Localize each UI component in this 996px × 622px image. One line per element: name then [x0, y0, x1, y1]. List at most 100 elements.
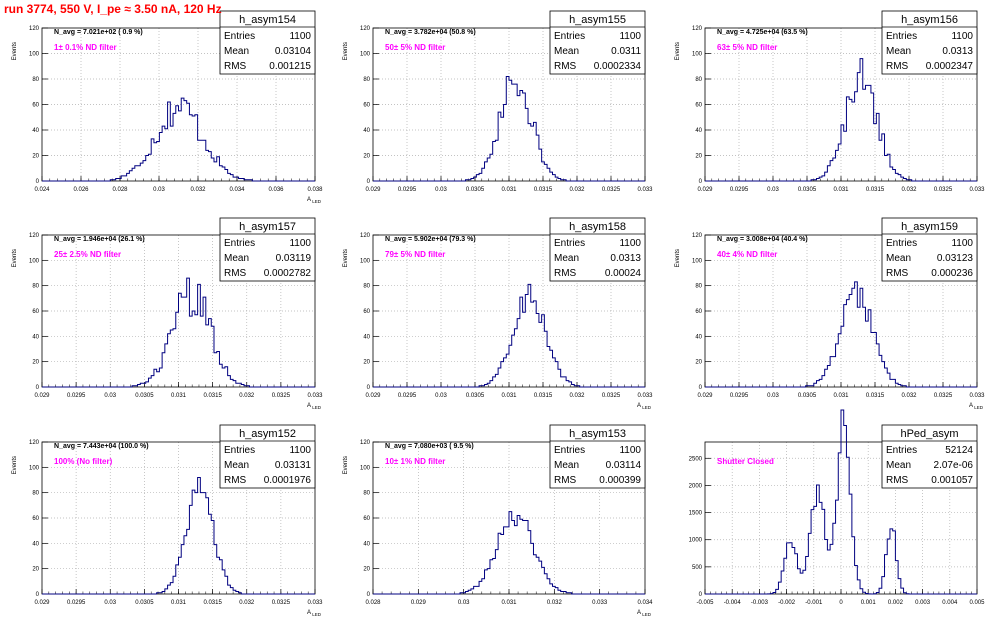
x-tick-label: 0.03 — [104, 393, 116, 399]
plot-frame — [41, 441, 316, 595]
y-tick-label: 0 — [36, 385, 40, 391]
x-tick-label: 0.029 — [34, 393, 50, 399]
x-tick-label: 0.0315 — [866, 393, 885, 399]
y-tick-label: 0 — [367, 592, 371, 598]
x-tick-label: 0.033 — [637, 187, 653, 193]
x-tick-label: 0.032 — [190, 187, 206, 193]
histogram-panel-hPed_asym: -0.005 -0.004 -0.003 -0.002 -0.001 0 0.001 0.00… — [689, 409, 985, 606]
histogram-line — [42, 476, 315, 595]
stats-value: 1100 — [619, 238, 641, 249]
y-tick-label: 20 — [32, 154, 39, 160]
x-tick-label: 0.0295 — [67, 600, 86, 606]
stats-label: Mean — [554, 253, 579, 264]
y-tick-label: 120 — [360, 233, 371, 239]
x-tick-label: 0.0305 — [135, 393, 154, 399]
y-tick-label: 60 — [363, 309, 370, 315]
y-tick-label: 20 — [695, 154, 702, 160]
y-tick-label: 60 — [32, 103, 39, 109]
histogram-line — [42, 277, 315, 388]
stats-label: Entries — [224, 445, 255, 456]
x-tick-label: 0.036 — [268, 187, 284, 193]
x-tick-label: 0.032 — [239, 393, 255, 399]
y-tick-label: 120 — [360, 440, 371, 446]
stats-label: Entries — [224, 31, 255, 42]
x-tick-label: 0.003 — [915, 600, 931, 606]
stats-value: 0.00024 — [605, 268, 642, 279]
stats-value: 0.03114 — [606, 460, 642, 471]
y-tick-label: 120 — [692, 26, 703, 32]
x-tick-label: 0.033 — [307, 600, 323, 606]
y-tick-label: 0 — [367, 179, 371, 185]
stats-label: Entries — [554, 445, 585, 456]
y-tick-label: 2500 — [689, 456, 703, 462]
stats-label: Mean — [224, 460, 249, 471]
x-tick-label: 0.032 — [547, 600, 563, 606]
stats-value: 52124 — [945, 445, 973, 456]
x-tick-label: 0.0295 — [67, 393, 86, 399]
x-axis-label-sub: LED — [641, 612, 652, 617]
stats-label: RMS — [224, 475, 247, 486]
y-tick-label: 60 — [363, 516, 370, 522]
y-tick-label: 120 — [692, 233, 703, 239]
stats-value: 1100 — [619, 31, 641, 42]
stats-value: 0.03104 — [275, 46, 312, 57]
y-tick-label: 40 — [32, 128, 39, 134]
y-tick-label: 40 — [695, 128, 702, 134]
x-tick-label: 0.0315 — [534, 187, 553, 193]
x-tick-label: 0.0295 — [730, 187, 749, 193]
y-tick-label: 80 — [32, 77, 39, 83]
x-tick-label: 0.033 — [637, 393, 653, 399]
y-axis-label: Events — [12, 456, 18, 474]
y-tick-label: 20 — [363, 154, 370, 160]
x-tick-label: -0.001 — [805, 600, 823, 606]
stats-value: 0.0002347 — [926, 61, 974, 72]
y-tick-label: 100 — [360, 465, 371, 471]
stats-value: 1100 — [289, 31, 311, 42]
stats-label: Entries — [886, 238, 917, 249]
stats-label: Mean — [224, 46, 249, 57]
x-tick-label: 0.029 — [34, 600, 50, 606]
y-tick-label: 0 — [699, 592, 703, 598]
x-tick-label: 0.029 — [365, 393, 381, 399]
stats-box — [219, 217, 316, 282]
stats-label: Mean — [886, 46, 911, 57]
plot-frame — [372, 441, 646, 595]
x-tick-label: 0.033 — [969, 393, 985, 399]
x-tick-label: 0.032 — [569, 187, 585, 193]
y-tick-label: 100 — [29, 52, 40, 58]
stats-title: h_asym159 — [901, 221, 958, 233]
x-tick-label: 0.03 — [435, 187, 447, 193]
stats-label: RMS — [886, 475, 909, 486]
stats-value: 0.03131 — [275, 460, 312, 471]
histogram-panel-h_asym159: 0.029 0.0295 0.03 0.0305 0.031 0.0315 0.032 0.0… — [675, 217, 985, 410]
x-axis-label-sub: LED — [641, 405, 652, 410]
y-axis-label: Events — [12, 42, 18, 60]
y-tick-label: 0 — [699, 179, 703, 185]
y-axis-label: Events — [675, 249, 681, 267]
y-tick-label: 40 — [363, 334, 370, 340]
x-tick-label: 0.0325 — [272, 393, 291, 399]
x-tick-label: 0.029 — [365, 187, 381, 193]
x-tick-label: 0.0325 — [934, 393, 953, 399]
x-tick-label: 0 — [839, 600, 843, 606]
filter-label: Shutter Closed — [717, 457, 774, 466]
stats-value: 2.07e-06 — [934, 460, 974, 471]
x-tick-label: 0.0315 — [203, 600, 222, 606]
plot-frame — [704, 27, 978, 182]
x-tick-label: 0.0305 — [466, 187, 485, 193]
x-tick-label: 0.026 — [73, 187, 89, 193]
y-tick-label: 0 — [36, 179, 40, 185]
stats-box — [219, 424, 316, 489]
stats-label: RMS — [224, 61, 247, 72]
y-tick-label: 60 — [363, 103, 370, 109]
stats-value: 0.0002334 — [594, 61, 642, 72]
stats-title: h_asym153 — [569, 428, 626, 440]
y-tick-label: 80 — [363, 491, 370, 497]
stats-label: RMS — [554, 475, 577, 486]
navg-label: N_avg = 4.725e+04 (63.5 %) — [717, 29, 808, 36]
plot-frame — [41, 234, 316, 388]
y-tick-label: 100 — [692, 258, 703, 264]
x-axis-label: A LED — [307, 403, 322, 410]
y-tick-label: 2000 — [689, 483, 703, 489]
filter-label: 63± 5% ND filter — [717, 43, 777, 52]
